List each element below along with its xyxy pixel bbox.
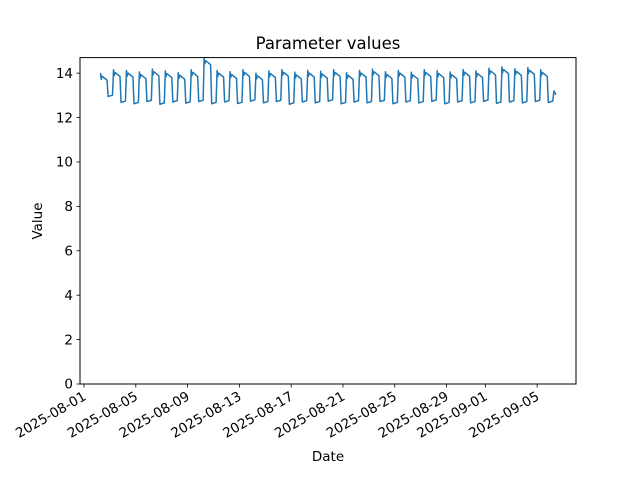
x-axis-label: Date [312, 449, 344, 465]
y-tick-label: 6 [64, 243, 73, 259]
y-tick-label: 8 [64, 199, 73, 215]
y-axis-ticks: 0 2 4 6 8 10 12 14 [56, 66, 80, 393]
y-tick-label: 0 [64, 377, 73, 393]
y-tick-label: 10 [56, 155, 73, 171]
axes-spines [79, 57, 577, 385]
data-line-group [99, 57, 557, 105]
y-tick-label: 2 [64, 332, 73, 348]
chart-title: Parameter values [256, 34, 401, 53]
plot-area [80, 57, 576, 384]
data-line-parameter-values [99, 57, 557, 105]
y-axis-label: Value [30, 202, 46, 239]
y-tick-label: 14 [56, 66, 73, 82]
y-tick-label: 4 [64, 288, 73, 304]
y-tick-label: 12 [56, 110, 73, 126]
x-axis-ticks: 2025-08-012025-08-052025-08-092025-08-13… [13, 384, 542, 442]
